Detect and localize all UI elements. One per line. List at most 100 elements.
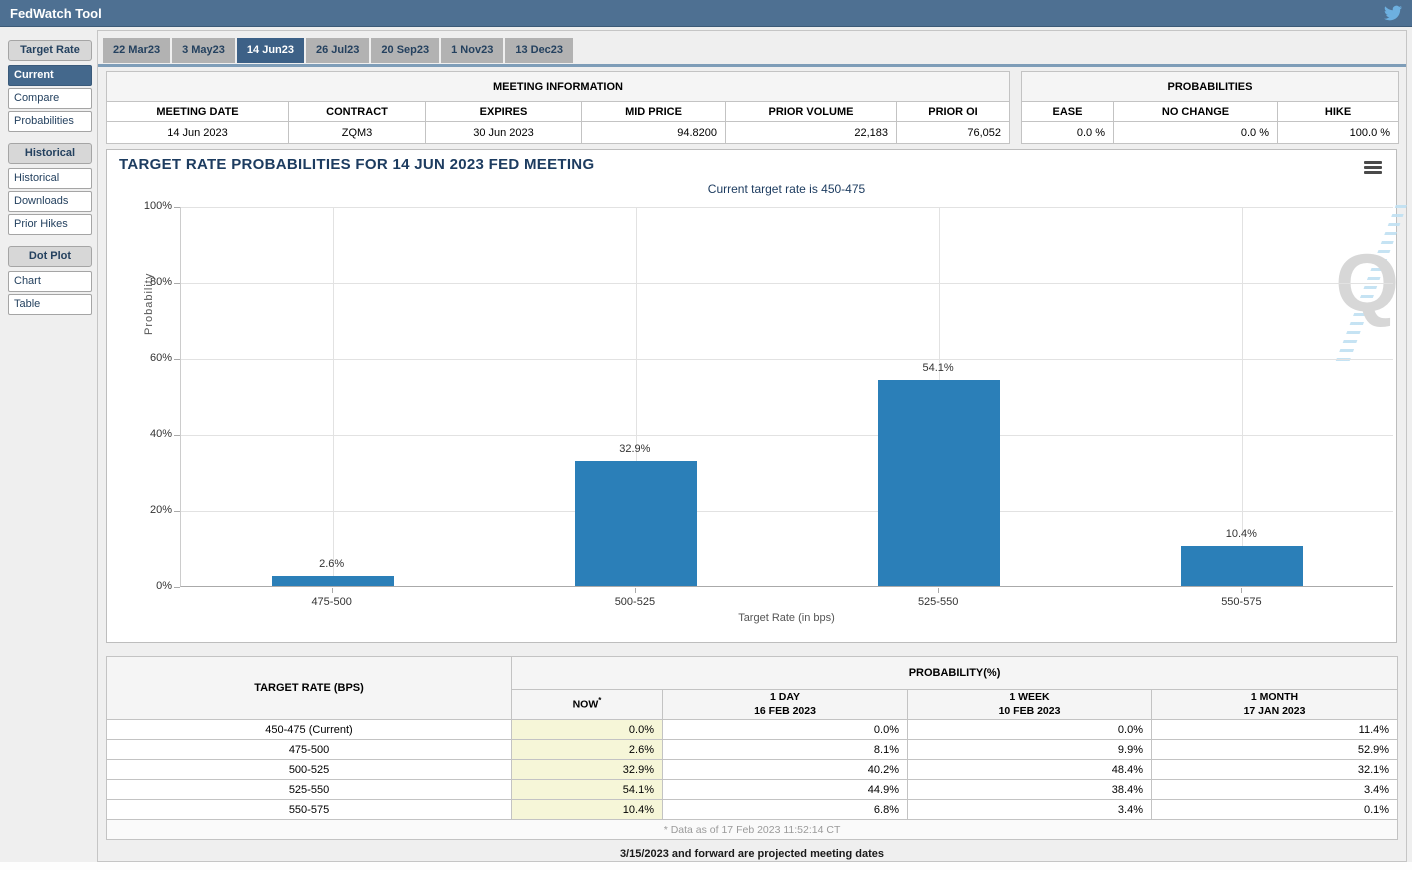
rate-cell-475-500: 475-500 xyxy=(106,739,512,760)
sidebar-header-target-rate: Target Rate xyxy=(8,40,92,61)
y-tick-label-0: 0% xyxy=(156,580,172,592)
probsum-value-ease: 0.0 % xyxy=(1021,121,1114,144)
meeting-information-panel: MEETING INFORMATION MEETING DATE CONTRACT… xyxy=(106,71,1010,144)
now-cell-550-575: 10.4% xyxy=(511,799,663,820)
x-tick-mark-525-550 xyxy=(938,588,940,593)
day-cell-475-500: 8.1% xyxy=(662,739,908,760)
rates-subheader-row: NOW* 1 DAY 16 FEB 2023 1 WEEK 10 FEB 2023 1 M… xyxy=(107,689,1399,720)
x-tick-mark-550-575 xyxy=(1241,588,1243,593)
rate-cell-525-550: 525-550 xyxy=(106,779,512,800)
chart-x-axis-title: Target Rate (in bps) xyxy=(738,612,835,624)
sidebar-item-historical[interactable]: Historical xyxy=(8,168,92,189)
probabilities-summary-table: PROBABILITIES EASE NO CHANGE HIKE 0.0 % 0.0… xyxy=(1020,71,1400,144)
tab-14-jun23[interactable]: 14 Jun23 xyxy=(236,38,304,63)
rates-subheader-1-month: 1 MONTH 17 JAN 2023 xyxy=(1150,689,1399,720)
rate-cell-450-475-current: 450-475 (Current) xyxy=(106,719,512,740)
day-cell-450-475-current: 0.0% xyxy=(662,719,908,740)
chart-bar-550-575[interactable] xyxy=(1181,546,1304,586)
twitter-icon[interactable] xyxy=(1384,4,1402,22)
chart-bar-500-525[interactable] xyxy=(574,460,697,586)
meeting-header-row: MEETING DATE CONTRACT EXPIRES MID PRICE PRIO… xyxy=(106,101,1010,122)
meeting-header-meeting-date: MEETING DATE xyxy=(106,101,289,122)
tab-13-dec23[interactable]: 13 Dec23 xyxy=(505,38,574,63)
rate-cell-550-575: 550-575 xyxy=(106,799,512,820)
probsum-value-no-change: 0.0 % xyxy=(1113,121,1278,144)
gridline-x-550-575 xyxy=(1242,207,1244,586)
sidebar-item-probabilities[interactable]: Probabilities xyxy=(8,111,92,132)
gridline-y-80 xyxy=(181,283,1393,284)
chart-bar-475-500[interactable] xyxy=(271,576,394,586)
meeting-value-row: 14 Jun 2023 ZQM3 30 Jun 2023 94.8200 22,183 7… xyxy=(106,121,1010,144)
sidebar-group-target-rate: Target Rate Current Compare Probabilities xyxy=(8,40,92,132)
tab-1-nov23[interactable]: 1 Nov23 xyxy=(441,38,504,63)
tab-26-jul23[interactable]: 26 Jul23 xyxy=(306,38,370,63)
day-cell-500-525: 40.2% xyxy=(662,759,908,780)
chart-menu-icon[interactable] xyxy=(1364,161,1382,176)
day-cell-550-575: 6.8% xyxy=(662,799,908,820)
y-tick-label-80: 80% xyxy=(149,276,172,288)
rates-row-500-525: 500-525 32.9% 40.2% 48.4% 32.1% xyxy=(106,759,1399,780)
rates-row-450-475-current: 450-475 (Current) 0.0% 0.0% 0.0% 11.4% xyxy=(106,719,1399,740)
week-cell-525-550: 38.4% xyxy=(907,779,1152,800)
week-cell-550-575: 3.4% xyxy=(907,799,1152,820)
meeting-value-expires: 30 Jun 2023 xyxy=(425,121,582,144)
gridline-x-500-525 xyxy=(635,207,637,586)
y-tick-label-100: 100% xyxy=(143,200,172,212)
sidebar-item-current[interactable]: Current xyxy=(8,65,92,86)
week-cell-500-525: 48.4% xyxy=(907,759,1152,780)
x-category-label-525-550: 525-550 xyxy=(917,596,959,608)
y-tick-mark-80 xyxy=(174,283,180,284)
chart-bar-525-550[interactable] xyxy=(878,380,1001,586)
now-cell-475-500: 2.6% xyxy=(511,739,663,760)
month-cell-500-525: 32.1% xyxy=(1150,759,1399,780)
sidebar-item-downloads[interactable]: Downloads xyxy=(8,191,92,212)
tab-22-mar23[interactable]: 22 Mar23 xyxy=(103,38,171,63)
main-content: 22 Mar23 3 May23 14 Jun23 26 Jul23 20 Sep23 1… xyxy=(97,30,1407,862)
tab-20-sep23[interactable]: 20 Sep23 xyxy=(371,38,440,63)
month-cell-450-475-current: 11.4% xyxy=(1150,719,1399,740)
month-cell-550-575: 0.1% xyxy=(1150,799,1399,820)
y-tick-mark-20 xyxy=(174,511,180,512)
app-title: FedWatch Tool xyxy=(10,5,102,21)
y-tick-label-20: 20% xyxy=(149,504,172,516)
chart-subtitle: Current target rate is 450-475 xyxy=(707,182,866,196)
meeting-information-caption: MEETING INFORMATION xyxy=(106,71,1010,102)
meeting-header-mid-price: MID PRICE xyxy=(581,101,726,122)
week-cell-475-500: 9.9% xyxy=(907,739,1152,760)
meeting-information-table: MEETING INFORMATION MEETING DATE CONTRACT… xyxy=(106,71,1010,144)
probsum-value-row: 0.0 % 0.0 % 100.0 % xyxy=(1021,121,1400,144)
rates-table-body: 450-475 (Current) 0.0% 0.0% 0.0% 11.4% 475-50… xyxy=(106,719,1399,820)
app-header-bar: FedWatch Tool xyxy=(0,0,1412,27)
week-cell-450-475-current: 0.0% xyxy=(907,719,1152,740)
rates-subheader-1-week: 1 WEEK 10 FEB 2023 xyxy=(907,689,1152,720)
probsum-header-row: EASE NO CHANGE HIKE xyxy=(1021,101,1400,122)
month-cell-525-550: 3.4% xyxy=(1150,779,1399,800)
sidebar-header-dot-plot: Dot Plot xyxy=(8,246,92,267)
x-tick-mark-475-500 xyxy=(331,588,333,593)
x-category-label-500-525: 500-525 xyxy=(614,596,656,608)
meeting-value-mid-price: 94.8200 xyxy=(581,121,726,144)
bar-value-label-475-500: 2.6% xyxy=(319,558,345,571)
meeting-header-expires: EXPIRES xyxy=(425,101,582,122)
sidebar: Target Rate Current Compare Probabilities Hi… xyxy=(0,27,97,862)
tab-3-may23[interactable]: 3 May23 xyxy=(172,38,235,63)
tab-strip-divider xyxy=(98,64,1406,67)
probsum-header-no-change: NO CHANGE xyxy=(1113,101,1278,122)
meeting-header-prior-oi: PRIOR OI xyxy=(896,101,1010,122)
bar-value-label-550-575: 10.4% xyxy=(1225,528,1257,541)
probabilities-caption: PROBABILITIES xyxy=(1020,71,1400,102)
chart-title: TARGET RATE PROBABILITIES FOR 14 JUN 202… xyxy=(119,156,595,173)
sidebar-item-prior-hikes[interactable]: Prior Hikes xyxy=(8,214,92,235)
rates-subheader-1-day: 1 DAY 16 FEB 2023 xyxy=(662,689,908,720)
probsum-header-hike: HIKE xyxy=(1276,101,1400,122)
x-category-label-475-500: 475-500 xyxy=(311,596,352,608)
sidebar-item-chart[interactable]: Chart xyxy=(8,271,92,292)
sidebar-group-historical: Historical Historical Downloads Prior Hikes xyxy=(8,143,92,235)
bar-value-label-500-525: 32.9% xyxy=(619,442,651,455)
sidebar-item-table[interactable]: Table xyxy=(8,294,92,315)
meeting-tabs: 22 Mar23 3 May23 14 Jun23 26 Jul23 20 Sep23 1… xyxy=(103,38,575,63)
rates-row-550-575: 550-575 10.4% 6.8% 3.4% 0.1% xyxy=(106,799,1399,820)
probsum-value-hike: 100.0 % xyxy=(1276,121,1400,144)
sidebar-item-compare[interactable]: Compare xyxy=(8,88,92,109)
y-tick-mark-100 xyxy=(174,207,180,208)
